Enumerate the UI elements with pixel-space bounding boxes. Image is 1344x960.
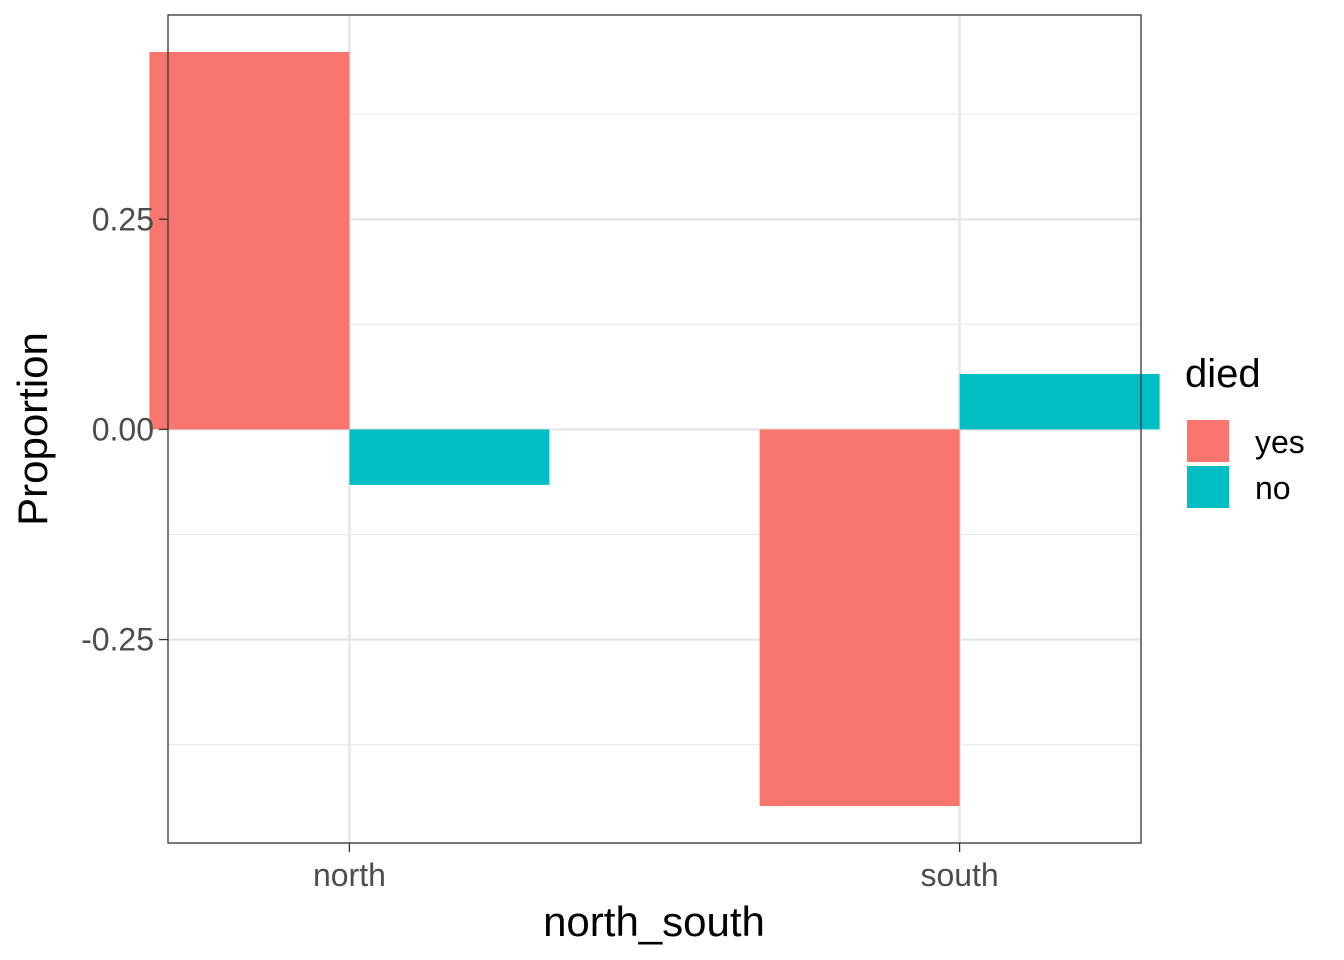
legend: died yes no (1185, 352, 1305, 508)
x-axis: north south (313, 843, 999, 893)
bars (149, 51, 1160, 807)
x-tick-label: south (920, 857, 998, 893)
y-tick-label: 0.00 (92, 411, 154, 447)
y-tick-label: -0.25 (81, 622, 154, 658)
x-tick-label: north (313, 857, 386, 893)
legend-key-yes (1187, 420, 1229, 462)
bar-south-no (959, 373, 1160, 430)
bar-south-yes (759, 429, 960, 807)
bar-north-no (349, 429, 550, 485)
legend-label-no: no (1255, 470, 1291, 506)
legend-key-no (1187, 466, 1229, 508)
y-axis-title: Proportion (9, 332, 56, 526)
y-tick-label: 0.25 (92, 201, 154, 237)
legend-title: died (1185, 352, 1261, 396)
bar-north-yes (149, 51, 350, 430)
y-axis: 0.25 0.00 -0.25 (81, 201, 168, 658)
legend-label-yes: yes (1255, 424, 1305, 460)
x-axis-title: north_south (543, 898, 765, 945)
